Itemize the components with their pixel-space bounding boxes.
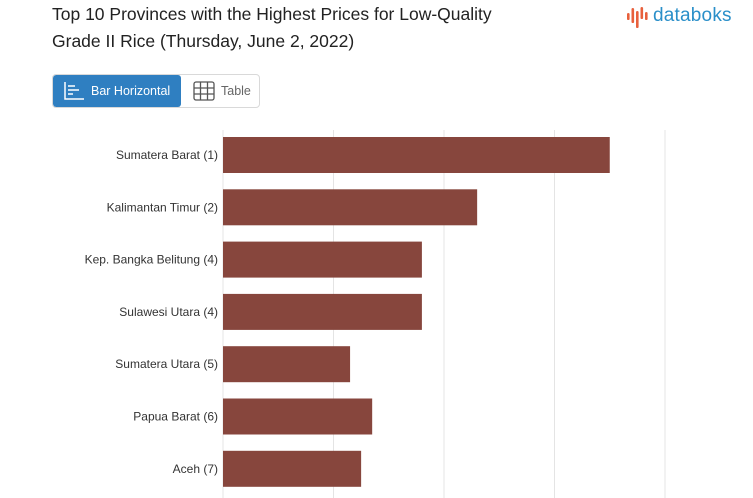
category-label-6: Aceh (7) (173, 462, 218, 476)
category-label-3: Sulawesi Utara (4) (119, 305, 218, 319)
bar-4[interactable] (223, 346, 351, 383)
bar-6[interactable] (223, 450, 362, 487)
bar-0[interactable] (223, 137, 610, 173)
category-label-2: Kep. Bangka Belitung (4) (85, 253, 218, 267)
bar-3[interactable] (223, 293, 422, 330)
chart-title: Top 10 Provinces with the Highest Prices… (52, 1, 552, 55)
chart-category-labels: Sumatera Barat (1) Kalimantan Timur (2) Ke… (85, 148, 218, 476)
chart-title-line-2: Grade II Rice (Thursday, June 2, 2022) (52, 31, 355, 51)
bar-5[interactable] (223, 398, 373, 435)
bar-chart-icon (64, 82, 84, 100)
category-label-4: Sumatera Utara (5) (115, 357, 218, 371)
bar-1[interactable] (223, 189, 478, 226)
category-label-0: Sumatera Barat (1) (116, 148, 218, 162)
chart-bars (223, 137, 610, 487)
table-icon (193, 81, 215, 101)
category-label-1: Kalimantan Timur (2) (107, 200, 218, 214)
bar-horizontal-button[interactable]: Bar Horizontal (53, 75, 181, 107)
bar-horizontal-label: Bar Horizontal (91, 84, 171, 98)
databoks-logo-text: databoks (653, 5, 732, 26)
bar-2[interactable] (223, 241, 422, 278)
databoks-logo[interactable]: databoks (626, 4, 732, 28)
table-label: Table (221, 84, 251, 98)
databoks-logo-icon (627, 7, 648, 28)
view-toggle: Bar Horizontal Table (52, 74, 260, 108)
category-label-5: Papua Barat (6) (133, 410, 218, 424)
table-button[interactable]: Table (181, 75, 259, 107)
chart-title-line-1: Top 10 Provinces with the Highest Prices… (52, 4, 492, 24)
